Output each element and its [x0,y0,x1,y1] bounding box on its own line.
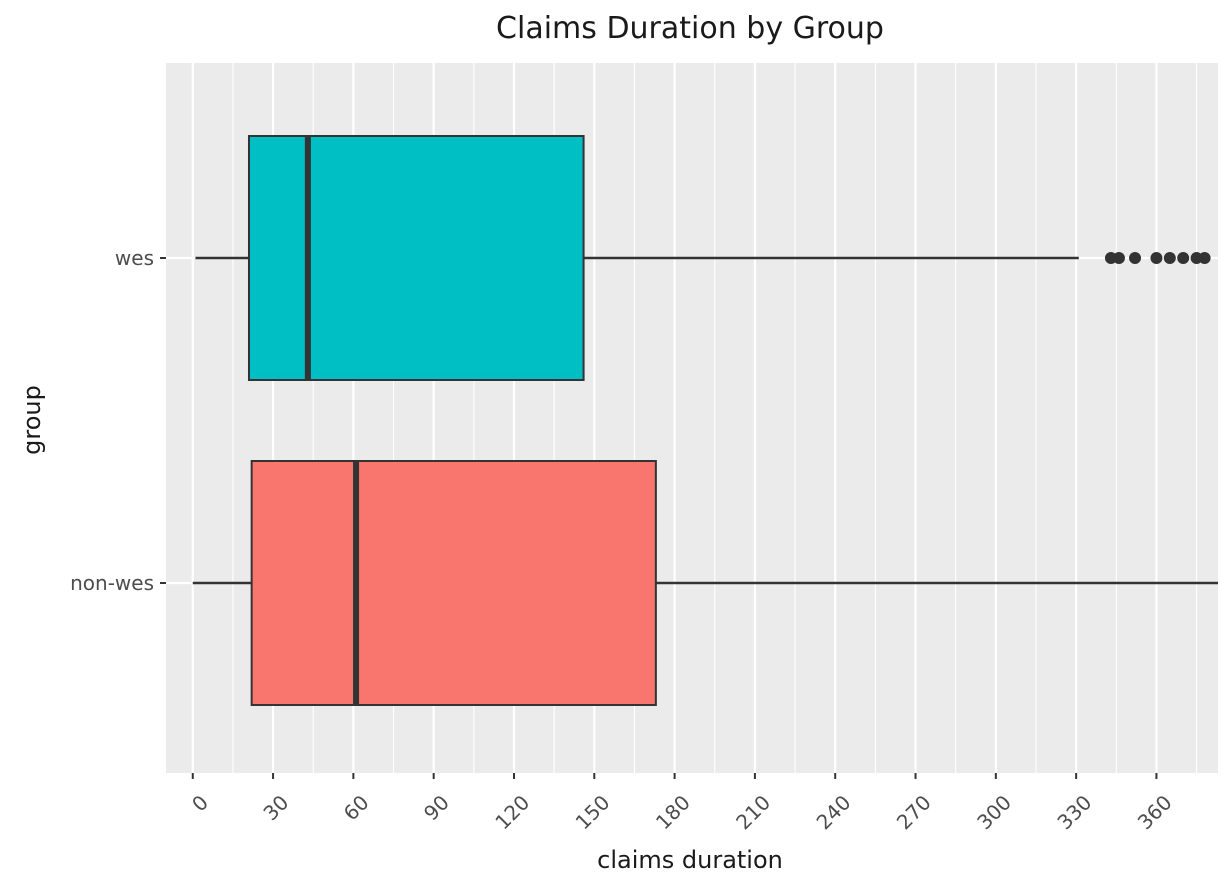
box-wes [195,135,1211,381]
x-axis: 0 30 60 90 120 150 180 210 240 270 300 330 360 [187,773,1177,834]
x-tick-label: 180 [651,790,695,834]
x-tick-label: 0 [187,790,213,816]
y-tick-label: non-wes [70,571,154,595]
box-non-wes [192,460,1218,706]
outlier-point [1150,252,1163,264]
outlier-point [1177,252,1190,264]
x-tick-label: 120 [490,790,534,834]
outlier-point [1163,252,1176,264]
outlier-point [1129,252,1142,264]
x-tick-label: 270 [892,790,936,834]
x-tick-label: 300 [972,790,1016,834]
x-tick-label: 240 [812,790,856,834]
y-tick-label: wes [115,246,154,270]
x-tick-label: 90 [419,790,454,825]
x-axis-label: claims duration [597,846,783,874]
x-tick-label: 360 [1133,790,1177,834]
boxes [192,135,1218,706]
x-tick-label: 330 [1052,790,1096,834]
outlier-point [1112,252,1125,264]
iqr-box [250,460,657,706]
x-tick-label: 60 [339,790,374,825]
iqr-box [247,135,585,381]
chart-title: Claims Duration by Group [496,11,884,46]
x-tick-label: 30 [258,790,293,825]
x-tick-label: 210 [731,790,775,834]
y-axis-label: group [18,385,46,455]
outlier-point [1198,252,1211,264]
x-tick-label: 150 [571,790,615,834]
y-axis: wes non-wes [70,246,166,595]
